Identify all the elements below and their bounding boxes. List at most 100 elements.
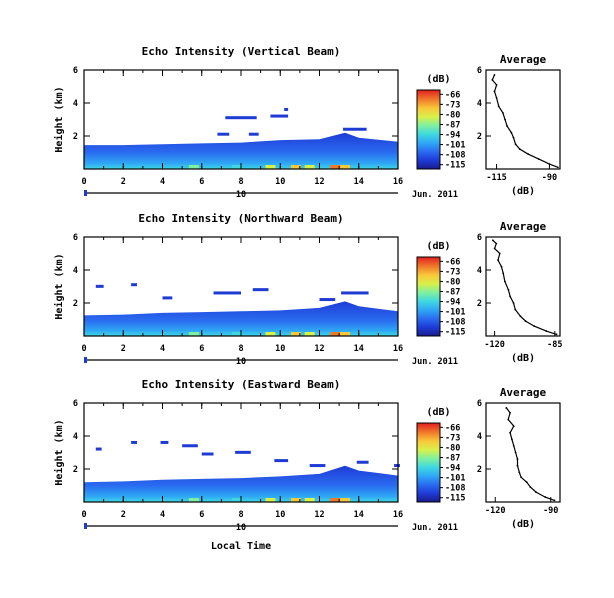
echo-patch xyxy=(356,460,369,464)
profile-y-tick-label: 2 xyxy=(477,465,482,475)
profile-point xyxy=(524,320,527,323)
colorbar-tick-label: -108 xyxy=(445,318,465,328)
profile-title: Average xyxy=(500,220,547,233)
echo-core xyxy=(330,498,341,502)
profile-frame xyxy=(485,236,561,337)
y-tick-label: 6 xyxy=(73,66,78,76)
profile-point xyxy=(518,471,521,474)
profile-title: Average xyxy=(500,53,547,66)
profile-point xyxy=(495,83,498,86)
profile-point xyxy=(525,481,528,484)
echo-patch xyxy=(235,450,251,454)
echo-patch xyxy=(225,116,257,120)
echo-core xyxy=(188,332,199,336)
echo-core xyxy=(188,165,199,169)
colorbar-tick-label: -87 xyxy=(445,287,460,297)
echo-patch xyxy=(217,132,230,136)
x-tick-label: 12 xyxy=(314,344,324,354)
colorbar-tick-label: -94 xyxy=(445,298,460,308)
echo-patch xyxy=(248,132,259,136)
day-label: 10 xyxy=(236,190,246,200)
echo-core xyxy=(304,332,315,336)
x-tick-label: 10 xyxy=(275,177,285,187)
profile-point xyxy=(504,280,506,283)
profile-point xyxy=(555,333,558,336)
profile-frame xyxy=(485,69,561,170)
x-tick-label: 0 xyxy=(81,177,86,187)
echo-patch xyxy=(309,464,326,468)
colorbar xyxy=(416,256,441,337)
colorbar-tick-label: -108 xyxy=(445,484,465,494)
profile-line xyxy=(491,74,559,168)
profile-point xyxy=(511,438,513,441)
echo-core xyxy=(265,165,276,169)
colorbar-unit: (dB) xyxy=(426,241,450,252)
echo-patch xyxy=(270,114,289,118)
echo-area xyxy=(84,465,398,502)
echo-patch xyxy=(213,291,241,295)
profile-point xyxy=(545,330,548,332)
profile-point xyxy=(512,425,515,427)
colorbar-tick-label: -80 xyxy=(445,110,460,120)
profile-point xyxy=(509,412,511,414)
colorbar-tick-label: -80 xyxy=(445,277,460,287)
x-tick-label: 8 xyxy=(238,510,243,520)
echo-patch xyxy=(284,107,289,111)
profile-x-label: (dB) xyxy=(511,186,535,197)
x-tick-label: 6 xyxy=(199,344,204,354)
panel-1: Echo Intensity (Northward Beam) 0 2 4 6 8 10 12… xyxy=(53,212,563,367)
date-label: Jun. 2011 xyxy=(412,357,458,367)
x-axis-label: Local Time xyxy=(211,540,271,552)
profile-point xyxy=(493,90,496,93)
colorbar-tick-label: -108 xyxy=(445,151,465,161)
x-tick-label: 0 xyxy=(81,344,86,354)
echo-core xyxy=(232,332,243,336)
profile-point xyxy=(520,476,523,479)
colorbar-tick-label: -73 xyxy=(445,100,460,110)
profile-line xyxy=(492,239,557,335)
colorbar-tick-label: -66 xyxy=(445,423,460,433)
colorbar-tick-label: -115 xyxy=(445,328,465,338)
colorbar-tick-label: -87 xyxy=(445,120,460,130)
echo-core xyxy=(330,165,341,169)
profile-point xyxy=(529,486,532,489)
y-tick-label: 2 xyxy=(73,465,78,475)
x-tick-label: 12 xyxy=(314,510,324,520)
x-tick-label: 6 xyxy=(199,177,204,187)
echo-core xyxy=(232,498,243,502)
colorbar-tick-label: -94 xyxy=(445,464,460,474)
profile-point xyxy=(510,131,513,134)
x-tick-label: 4 xyxy=(160,510,165,520)
profile-point xyxy=(516,458,519,460)
x-tick-label: 0 xyxy=(81,510,86,520)
profile-point xyxy=(556,166,559,169)
x-tick-label: 14 xyxy=(354,177,364,187)
colorbar-tick-label: -101 xyxy=(445,474,465,484)
profile-point xyxy=(505,407,508,409)
x-tick-label: 14 xyxy=(354,510,364,520)
date-marker xyxy=(84,523,87,529)
profile-x-tick-label: -120 xyxy=(484,340,504,350)
profile-title: Average xyxy=(500,386,547,399)
echo-patch xyxy=(160,440,169,444)
date-marker xyxy=(84,357,87,363)
echo-patch xyxy=(343,127,367,131)
echo-core xyxy=(304,165,315,169)
profile-x-tick-label: -90 xyxy=(543,506,558,516)
profile-y-tick-label: 6 xyxy=(477,233,482,243)
profile-x-label: (dB) xyxy=(511,353,535,364)
echo-core xyxy=(340,498,351,502)
profile-point xyxy=(493,247,496,250)
echo-area xyxy=(84,301,398,336)
echo-patch xyxy=(319,298,336,302)
profile-point xyxy=(495,97,498,99)
panel-title: Echo Intensity (Vertical Beam) xyxy=(142,45,341,58)
profile-y-tick-label: 4 xyxy=(477,432,482,442)
profile-y-tick-label: 2 xyxy=(477,132,482,142)
profile-point xyxy=(491,79,494,81)
x-tick-label: 10 xyxy=(275,510,285,520)
profile-point xyxy=(506,125,509,127)
profile-frame xyxy=(485,402,561,503)
y-tick-label: 4 xyxy=(73,99,78,109)
